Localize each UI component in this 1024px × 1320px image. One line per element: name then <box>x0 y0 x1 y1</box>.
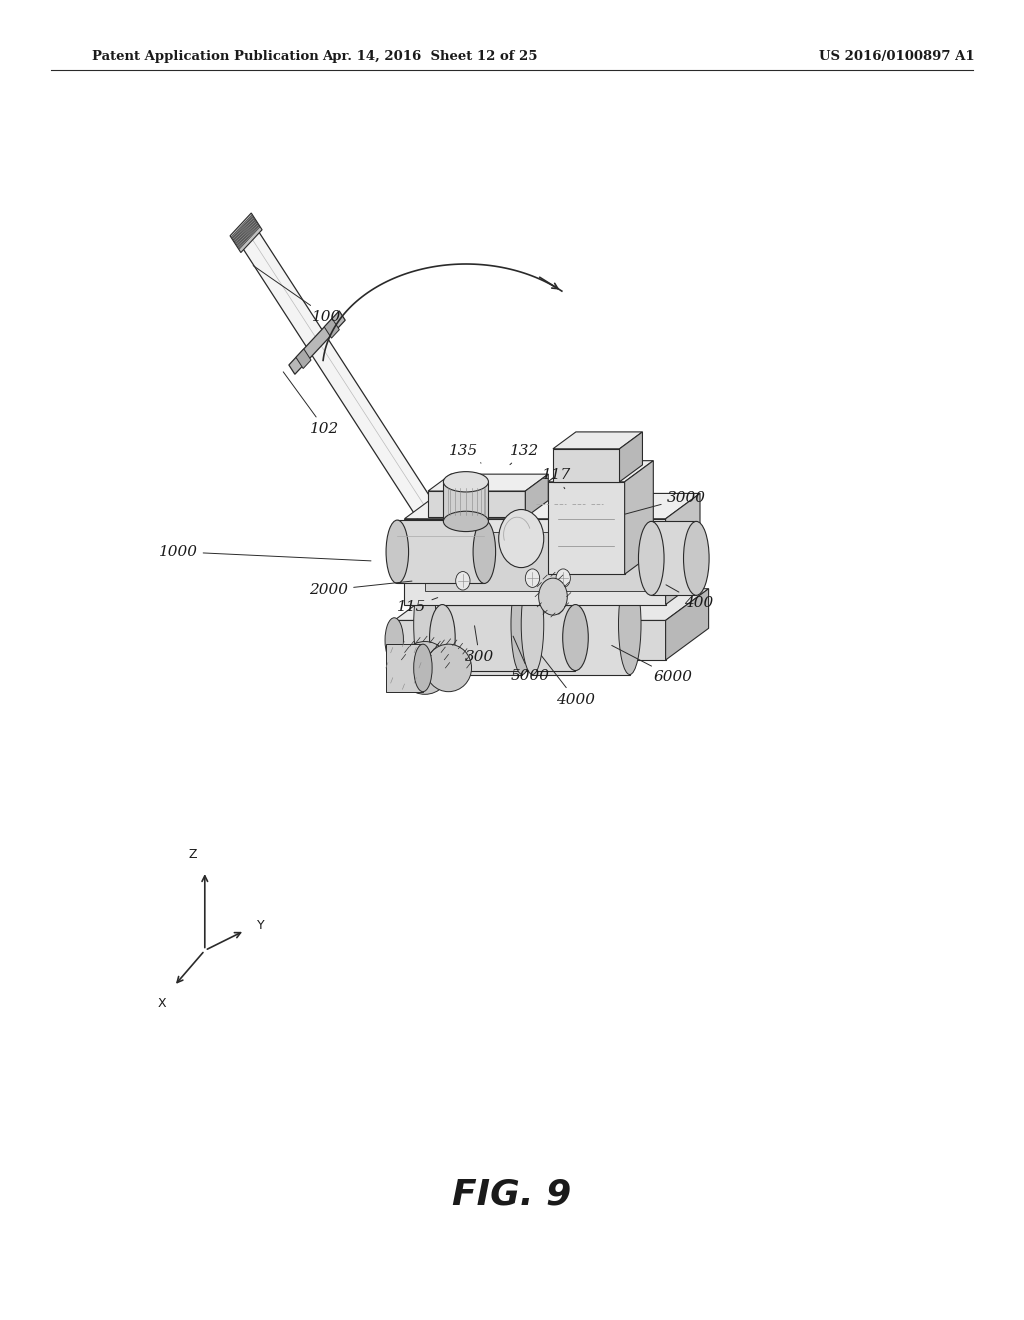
Polygon shape <box>234 220 256 244</box>
Ellipse shape <box>399 642 451 694</box>
Polygon shape <box>525 474 548 517</box>
Text: 5000: 5000 <box>511 636 550 682</box>
Polygon shape <box>239 226 260 249</box>
Circle shape <box>456 572 470 590</box>
Circle shape <box>499 510 544 568</box>
Polygon shape <box>231 215 253 238</box>
Polygon shape <box>548 461 653 482</box>
Text: Apr. 14, 2016  Sheet 12 of 25: Apr. 14, 2016 Sheet 12 of 25 <box>323 50 538 63</box>
Polygon shape <box>548 482 625 574</box>
Polygon shape <box>428 474 548 491</box>
Text: FIG. 9: FIG. 9 <box>453 1177 571 1212</box>
Ellipse shape <box>385 618 403 663</box>
Polygon shape <box>620 432 642 482</box>
Text: Patent Application Publication: Patent Application Publication <box>92 50 318 63</box>
Ellipse shape <box>430 605 455 671</box>
Ellipse shape <box>511 574 534 675</box>
Ellipse shape <box>414 574 436 675</box>
Text: 2000: 2000 <box>309 581 412 597</box>
Text: 100: 100 <box>253 265 342 323</box>
Polygon shape <box>394 620 666 660</box>
Polygon shape <box>425 532 645 591</box>
Ellipse shape <box>563 605 588 671</box>
Polygon shape <box>666 494 700 605</box>
Polygon shape <box>443 482 488 521</box>
Text: 135: 135 <box>449 445 481 463</box>
Ellipse shape <box>443 511 488 532</box>
Polygon shape <box>404 494 700 519</box>
Polygon shape <box>230 213 262 252</box>
Text: Y: Y <box>257 919 264 932</box>
Polygon shape <box>553 449 620 482</box>
Circle shape <box>539 578 567 615</box>
Polygon shape <box>428 491 525 517</box>
Ellipse shape <box>473 520 496 583</box>
Ellipse shape <box>443 471 488 492</box>
Circle shape <box>525 569 540 587</box>
Text: 132: 132 <box>510 445 540 465</box>
Polygon shape <box>243 231 484 598</box>
Polygon shape <box>625 461 653 574</box>
Polygon shape <box>325 318 339 338</box>
Polygon shape <box>386 644 423 692</box>
Text: Z: Z <box>188 847 197 861</box>
Polygon shape <box>289 312 345 375</box>
Polygon shape <box>238 224 259 247</box>
Polygon shape <box>651 521 696 595</box>
Ellipse shape <box>639 521 664 595</box>
Ellipse shape <box>414 644 432 692</box>
Text: 4000: 4000 <box>542 656 595 706</box>
Circle shape <box>556 569 570 587</box>
Text: X: X <box>158 997 166 1010</box>
Text: 6000: 6000 <box>611 645 692 684</box>
Ellipse shape <box>521 574 544 675</box>
Polygon shape <box>532 574 630 675</box>
Polygon shape <box>394 589 709 620</box>
Polygon shape <box>237 222 257 246</box>
Ellipse shape <box>684 521 709 595</box>
Text: 3000: 3000 <box>626 491 706 513</box>
Text: 115: 115 <box>397 598 437 614</box>
Text: 1000: 1000 <box>159 545 371 561</box>
Text: 117: 117 <box>542 469 571 488</box>
Polygon shape <box>233 219 255 242</box>
Text: 300: 300 <box>465 626 495 664</box>
Polygon shape <box>553 432 642 449</box>
Ellipse shape <box>618 574 641 675</box>
Polygon shape <box>296 348 311 368</box>
Text: 400: 400 <box>666 585 714 610</box>
Ellipse shape <box>426 644 472 692</box>
Polygon shape <box>404 519 666 605</box>
Polygon shape <box>425 574 522 675</box>
Text: US 2016/0100897 A1: US 2016/0100897 A1 <box>819 50 975 63</box>
Polygon shape <box>442 605 575 671</box>
Text: 102: 102 <box>284 372 340 436</box>
Ellipse shape <box>386 520 409 583</box>
Polygon shape <box>397 520 484 583</box>
Polygon shape <box>666 589 709 660</box>
Polygon shape <box>232 216 254 240</box>
